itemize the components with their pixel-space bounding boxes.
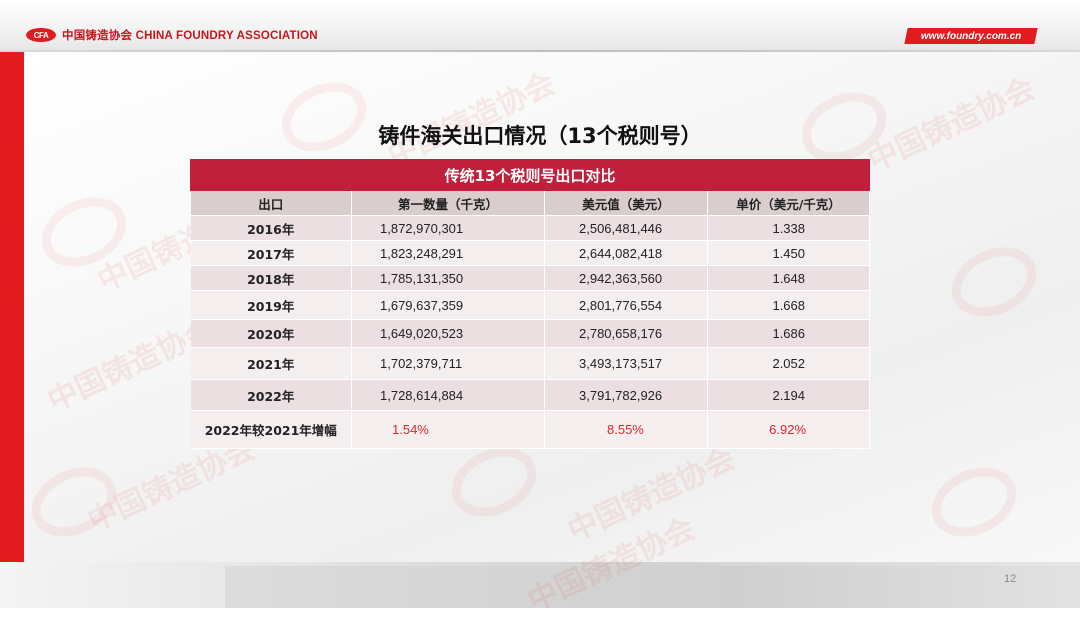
export-comparison-table: 传统13个税则号出口对比 出口 第一数量（千克） 美元值（美元） 单价（美元/千… xyxy=(189,159,871,449)
quantity-cell: 1,823,248,291 xyxy=(351,240,545,266)
quantity-growth-cell: 1.54% xyxy=(351,410,545,449)
table-row: 2021年 1,702,379,711 3,493,173,517 2.052 xyxy=(190,347,871,380)
usd-value-cell: 2,644,082,418 xyxy=(544,240,708,266)
year-cell: 2022年 xyxy=(190,379,352,411)
usd-value-cell: 3,493,173,517 xyxy=(544,347,708,380)
column-header-export: 出口 xyxy=(190,190,352,216)
unit-price-cell: 1.668 xyxy=(707,290,871,320)
usd-value-cell: 3,791,782,926 xyxy=(544,379,708,411)
bottom-gray-band xyxy=(225,566,1080,608)
website-badge[interactable]: www.foundry.com.cn xyxy=(904,28,1038,44)
growth-label-cell: 2022年较2021年增幅 xyxy=(190,410,352,449)
usd-value-cell: 2,942,363,560 xyxy=(544,265,708,291)
table-caption: 传统13个税则号出口对比 xyxy=(189,159,871,191)
association-logo: CFA 中国铸造协会 CHINA FOUNDRY ASSOCIATION xyxy=(26,27,318,43)
quantity-cell: 1,649,020,523 xyxy=(351,319,545,348)
unit-price-cell: 2.052 xyxy=(707,347,871,380)
unit-price-cell: 1.686 xyxy=(707,319,871,348)
table-row: 2019年 1,679,637,359 2,801,776,554 1.668 xyxy=(190,290,871,320)
left-accent-bar xyxy=(0,52,24,562)
year-cell: 2020年 xyxy=(190,319,352,348)
table-row: 2016年 1,872,970,301 2,506,481,446 1.338 xyxy=(190,215,871,241)
column-header-unit-price: 单价（美元/千克） xyxy=(707,190,871,216)
column-header-quantity: 第一数量（千克） xyxy=(351,190,545,216)
table-row: 2020年 1,649,020,523 2,780,658,176 1.686 xyxy=(190,319,871,348)
price-growth-cell: 6.92% xyxy=(707,410,871,449)
year-cell: 2019年 xyxy=(190,290,352,320)
cfa-logo-icon: CFA xyxy=(26,28,56,42)
year-cell: 2016年 xyxy=(190,215,352,241)
quantity-cell: 1,872,970,301 xyxy=(351,215,545,241)
year-cell: 2018年 xyxy=(190,265,352,291)
unit-price-cell: 2.194 xyxy=(707,379,871,411)
year-cell: 2017年 xyxy=(190,240,352,266)
column-header-usd-value: 美元值（美元） xyxy=(544,190,708,216)
website-link[interactable]: www.foundry.com.cn xyxy=(920,30,1022,42)
year-cell: 2021年 xyxy=(190,347,352,380)
quantity-cell: 1,728,614,884 xyxy=(351,379,545,411)
unit-price-cell: 1.338 xyxy=(707,215,871,241)
unit-price-cell: 1.648 xyxy=(707,265,871,291)
table-row: 2018年 1,785,131,350 2,942,363,560 1.648 xyxy=(190,265,871,291)
page-number: 12 xyxy=(1004,573,1017,585)
header-divider xyxy=(0,50,1080,53)
top-header-band xyxy=(0,0,1080,52)
table-row: 2022年 1,728,614,884 3,791,782,926 2.194 xyxy=(190,379,871,411)
table-row: 2017年 1,823,248,291 2,644,082,418 1.450 xyxy=(190,240,871,266)
quantity-cell: 1,785,131,350 xyxy=(351,265,545,291)
usd-value-cell: 2,506,481,446 xyxy=(544,215,708,241)
growth-row: 2022年较2021年增幅 1.54% 8.55% 6.92% xyxy=(190,410,871,449)
unit-price-cell: 1.450 xyxy=(707,240,871,266)
usd-value-cell: 2,801,776,554 xyxy=(544,290,708,320)
quantity-cell: 1,679,637,359 xyxy=(351,290,545,320)
association-name: 中国铸造协会 CHINA FOUNDRY ASSOCIATION xyxy=(62,30,318,42)
usd-value-cell: 2,780,658,176 xyxy=(544,319,708,348)
logo-text: CFA xyxy=(33,30,49,40)
usd-growth-cell: 8.55% xyxy=(544,410,708,449)
quantity-cell: 1,702,379,711 xyxy=(351,347,545,380)
page-title: 铸件海关出口情况（13个税则号） xyxy=(378,124,702,148)
